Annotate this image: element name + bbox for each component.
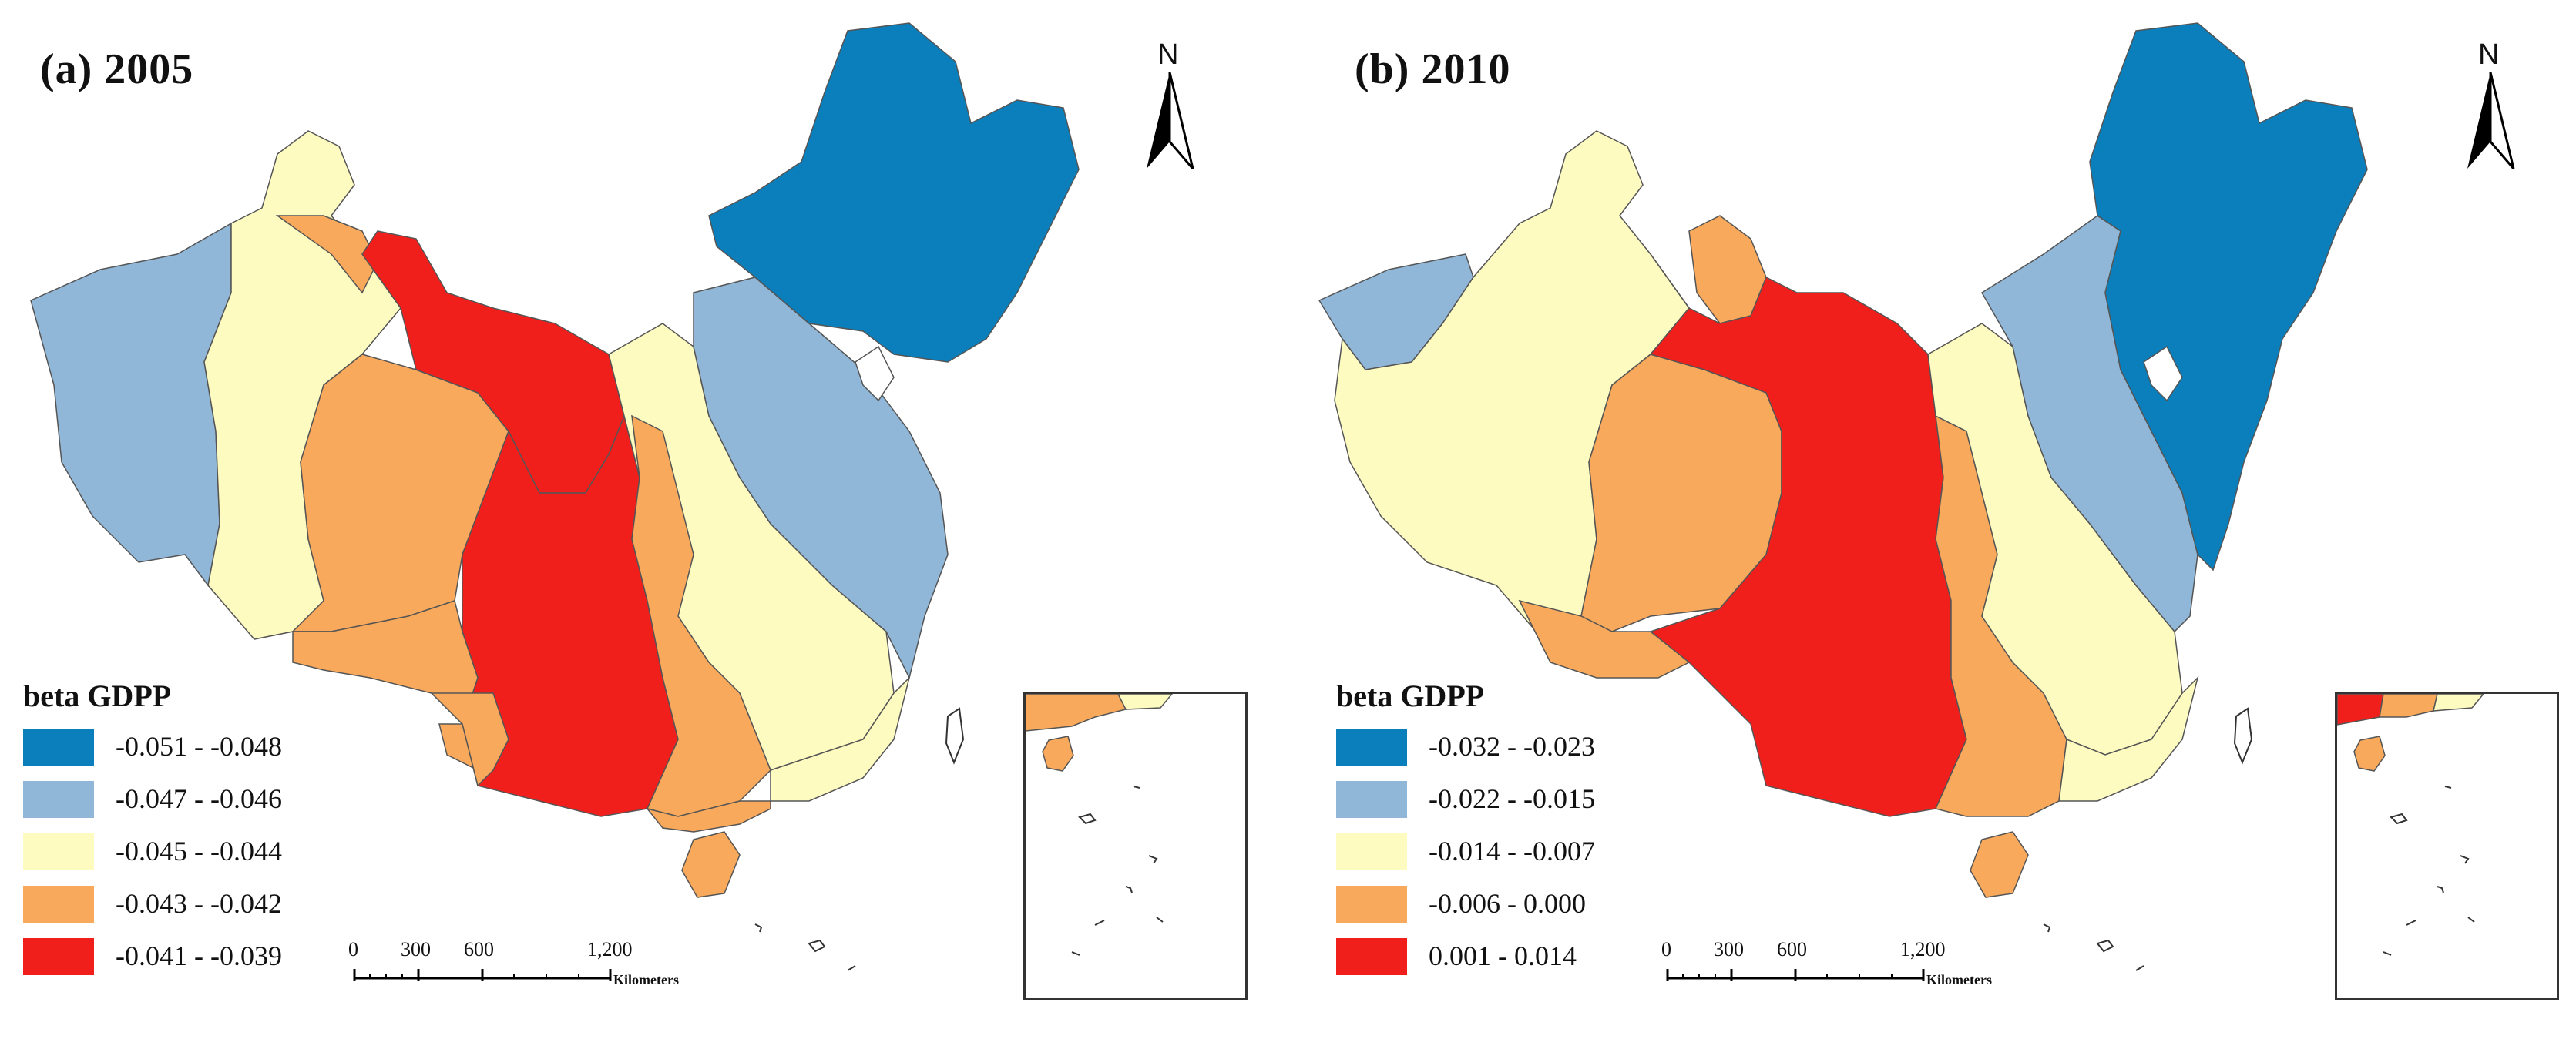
scale-tick-label: 300 [1714, 938, 1744, 960]
scale-tick-label: 300 [401, 938, 431, 960]
panel-title: (a) 2005 [40, 45, 194, 93]
scale-bar: 0 300 600 1,200 Kilometers [1661, 938, 1992, 992]
map-panel-2005: (a) 2005 N beta GDPP -0.051 - -0.048 -0.… [23, 22, 1248, 1000]
legend-swatch [1336, 833, 1407, 870]
scale-bar-graphic [1666, 969, 1925, 981]
region-south-west-orange [430, 692, 509, 787]
region-xinjiang-west [30, 222, 232, 587]
legend-swatch [23, 938, 94, 975]
south-china-sea-inset [2335, 692, 2559, 1000]
region-hainan-orange [1970, 831, 2029, 898]
inset-map [1026, 694, 1173, 956]
scale-tick-label: 0 [1661, 938, 1671, 960]
taiwan-outline [2233, 707, 2253, 765]
inset-hainan-orange [2353, 736, 2386, 772]
legend-swatch [1336, 781, 1407, 818]
inset-map [2337, 694, 2484, 956]
scale-tick-label: 600 [464, 938, 494, 960]
region-guangdong-orange [646, 800, 771, 833]
inset-mainland-red [2337, 694, 2384, 726]
legend-swatch [23, 833, 94, 870]
scale-tick-label: 0 [348, 938, 358, 960]
taiwan-outline [945, 707, 965, 765]
region-coast-yellow [770, 675, 911, 802]
north-label: N [1157, 39, 1179, 71]
scale-unit-label: Kilometers [613, 972, 679, 987]
legend-label: -0.051 - -0.048 [116, 731, 282, 762]
china-map-2010 [1318, 22, 2368, 971]
legend-swatch [1336, 938, 1407, 975]
south-china-sea-inset [1023, 692, 1248, 1000]
scale-bar: 0 300 600 1,200 Kilometers [348, 938, 679, 992]
scale-unit-label: Kilometers [1926, 972, 1992, 987]
panel-title: (b) 2010 [1355, 45, 1511, 93]
legend-swatch [1336, 729, 1407, 766]
legend-title: beta GDPP [23, 679, 172, 713]
region-east-blue-light [693, 277, 949, 680]
legend-swatch [23, 781, 94, 818]
inset-mainland-orange [1026, 694, 1127, 732]
inset-mainland-orange [2379, 694, 2438, 718]
region-central-red [1649, 253, 1967, 817]
legend-label: -0.045 - -0.044 [116, 836, 282, 866]
region-northeast-blue [2089, 22, 2368, 571]
legend-swatch [1336, 886, 1407, 923]
scale-tick-label: 1,200 [1900, 938, 1946, 960]
china-map-2005 [30, 22, 1080, 971]
north-arrow: N [1139, 39, 1201, 169]
legend-swatch [23, 886, 94, 923]
inset-mainland-yellow [1117, 694, 1173, 710]
bohai-sea [855, 345, 895, 402]
north-arrow: N [2460, 39, 2521, 169]
map-panel-2010: (b) 2010 N beta GDPP -0.032 - -0.023 -0.… [1288, 0, 2576, 1039]
inset-mainland-yellow [2433, 694, 2484, 712]
legend-label: -0.006 - 0.000 [1429, 888, 1586, 919]
legend-label: -0.043 - -0.042 [116, 888, 282, 919]
region-hainan-orange [681, 831, 741, 898]
legend-label: -0.032 - -0.023 [1429, 731, 1595, 762]
legend-label: -0.041 - -0.039 [116, 940, 282, 971]
region-coast-yellow [2058, 675, 2199, 802]
legend-title: beta GDPP [1336, 679, 1485, 713]
scale-tick-label: 600 [1777, 938, 1807, 960]
scale-tick-label: 1,200 [587, 938, 633, 960]
islands [2043, 923, 2144, 971]
north-arrow-icon [1147, 72, 1194, 169]
legend-swatch [23, 729, 94, 766]
scale-bar-graphic [353, 969, 612, 981]
north-label: N [2478, 39, 2500, 71]
region-tibet-orange [1518, 599, 1691, 679]
north-arrow-icon [2467, 72, 2515, 169]
legend-label: -0.014 - -0.007 [1429, 836, 1595, 866]
legend-label: -0.022 - -0.015 [1429, 783, 1595, 814]
legend-label: -0.047 - -0.046 [116, 783, 282, 814]
legend-label: 0.001 - 0.014 [1429, 940, 1577, 971]
bohai-sea [2143, 345, 2183, 402]
inset-hainan-orange [1042, 736, 1074, 772]
region-northeast-blue [708, 22, 1080, 363]
islands [754, 923, 856, 971]
